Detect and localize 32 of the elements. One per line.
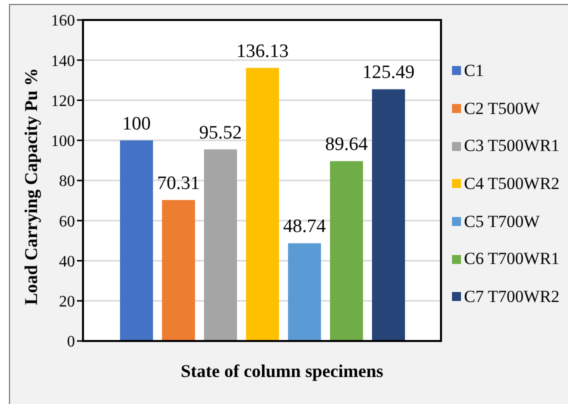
y-tick-label: 160 — [51, 12, 75, 30]
y-axis-title: Load Carrying Capacity Pu % — [21, 68, 41, 306]
data-label: 70.31 — [157, 172, 200, 194]
data-label: 95.52 — [199, 122, 242, 144]
y-tick-label: 100 — [51, 133, 75, 150]
legend-label: C1 — [464, 60, 484, 81]
legend-label: C6 T700WR1 — [464, 249, 560, 270]
y-tick-label: 40 — [59, 253, 75, 270]
bar — [120, 140, 153, 341]
bar — [162, 200, 195, 341]
data-label: 125.49 — [362, 62, 415, 84]
data-label: 100 — [122, 113, 151, 134]
bar — [204, 149, 237, 341]
data-label: 89.64 — [325, 134, 368, 156]
bar — [246, 68, 279, 341]
y-tick-label: 120 — [51, 92, 75, 110]
legend-label: C4 T500WR2 — [464, 174, 560, 194]
y-tick-label: 80 — [59, 173, 75, 190]
data-label: 136.13 — [236, 40, 289, 62]
legend-label: C5 T700W — [464, 212, 540, 232]
x-axis-title: State of column specimens — [180, 361, 384, 381]
y-tick-label: 140 — [51, 52, 75, 70]
y-tick-label: 60 — [59, 213, 75, 230]
legend-label: C3 T500WR1 — [464, 136, 560, 156]
bar — [288, 243, 321, 341]
bar — [330, 161, 363, 341]
legend-label: C2 T500W — [464, 98, 540, 119]
legend-label: C7 T700WR2 — [464, 286, 560, 307]
bar — [372, 89, 405, 341]
y-tick-label: 20 — [59, 294, 75, 311]
data-label: 48.74 — [283, 216, 326, 238]
y-tick-label: 0 — [67, 334, 75, 351]
